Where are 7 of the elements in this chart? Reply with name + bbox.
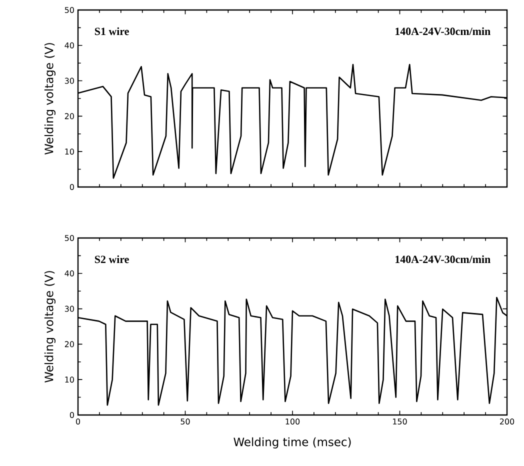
- annotation: 140A-24V-30cm/min: [396, 27, 490, 36]
- y-axis-title: Welding voltage (V): [44, 271, 56, 382]
- annotation: S1 wire: [94, 27, 129, 36]
- x-axis-title: Welding time (msec): [234, 437, 351, 448]
- annotation: 140A-24V-30cm/min: [396, 255, 490, 264]
- annotation: S2 wire: [94, 255, 129, 264]
- y-axis-title: Welding voltage (V): [44, 43, 56, 154]
